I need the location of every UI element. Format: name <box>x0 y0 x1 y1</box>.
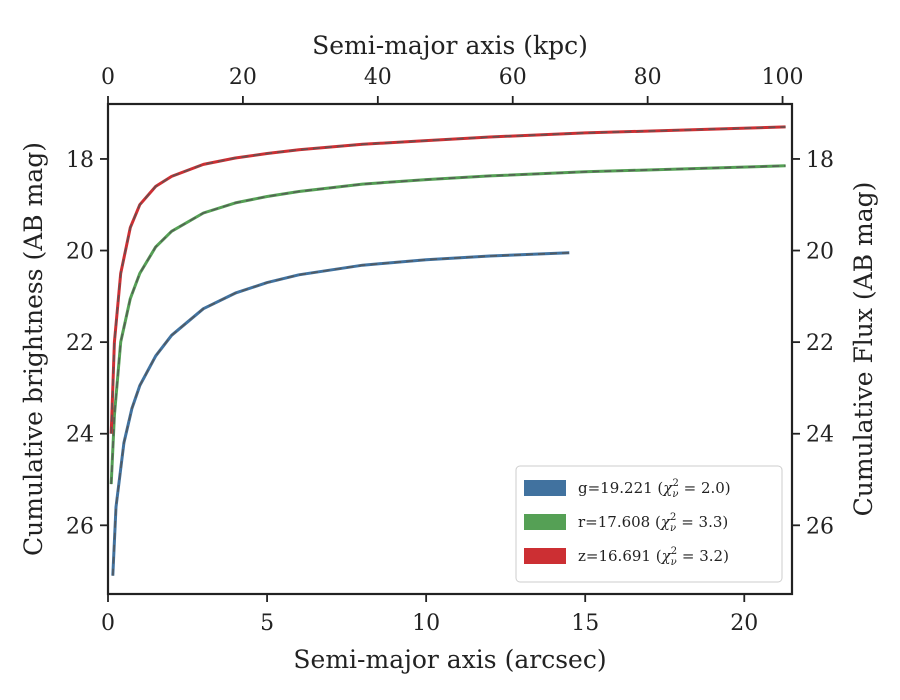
series-r-model-line <box>110 165 786 485</box>
series-g-line <box>111 251 570 576</box>
x2-tick-label: 80 <box>634 65 662 90</box>
plot-frame <box>106 102 794 596</box>
y-tick-label: 26 <box>66 514 94 539</box>
series-layer <box>109 125 786 576</box>
legend-label-r: r=17.608 (χν2 = 3.3) <box>578 512 728 534</box>
x2-tick-label: 100 <box>762 65 804 90</box>
x2-tick-label: 20 <box>229 65 257 90</box>
y-tick-label: 20 <box>66 240 94 265</box>
series-z-line <box>109 125 786 434</box>
series-g-model-line <box>112 252 570 576</box>
legend-swatch-r <box>524 514 566 530</box>
y2-tick-label: 20 <box>806 240 834 265</box>
legend-swatch-z <box>524 548 566 564</box>
y2-axis-label: Cumulative Flux (AB mag) <box>849 182 878 517</box>
x-axis-label: Semi-major axis (arcsec) <box>293 645 606 674</box>
legend-label-z: z=16.691 (χν2 = 3.2) <box>578 546 729 568</box>
x2-tick-label: 40 <box>364 65 392 90</box>
y2-tick-label: 26 <box>806 514 834 539</box>
legend-swatch-g <box>524 480 566 496</box>
x-tick-label: 0 <box>101 611 115 636</box>
series-z-model-line <box>110 126 786 434</box>
y2-tick-label: 24 <box>806 423 834 448</box>
y-tick-label: 24 <box>66 423 94 448</box>
series-r-line <box>109 164 786 485</box>
x2-tick-label: 0 <box>101 65 115 90</box>
y2-tick-label: 18 <box>806 148 834 173</box>
legend-box <box>515 465 783 583</box>
axes-layer: 0 5 10 15 20 0 20 40 60 80 100 18 18 20 20 22 22 24 24 26 26… <box>19 31 878 674</box>
x-tick-label: 20 <box>730 611 758 636</box>
x2-tick-label: 60 <box>499 65 527 90</box>
y-tick-label: 22 <box>66 331 94 356</box>
x-tick-label: 5 <box>260 611 274 636</box>
y-axis-label: Cumulative brightness (AB mag) <box>19 142 48 556</box>
x-tick-label: 10 <box>412 611 440 636</box>
x-tick-label: 15 <box>571 611 599 636</box>
legend: g=19.221 (χν2 = 2.0) r=17.608 (χν2 = 3.3)… <box>515 465 783 583</box>
legend-label-g: g=19.221 (χν2 = 2.0) <box>578 478 731 500</box>
x2-axis-label: Semi-major axis (kpc) <box>312 31 588 60</box>
y-tick-label: 18 <box>66 148 94 173</box>
y2-tick-label: 22 <box>806 331 834 356</box>
